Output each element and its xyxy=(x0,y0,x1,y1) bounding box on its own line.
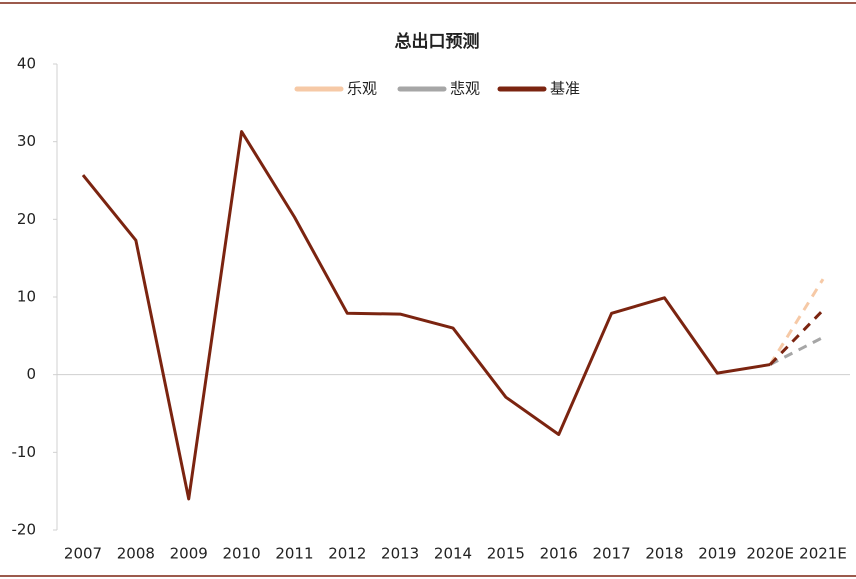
x-tick-label: 2010 xyxy=(222,545,260,563)
series-line xyxy=(81,130,771,501)
x-tick-label: 2021E xyxy=(799,545,847,563)
forecast-line xyxy=(769,336,824,366)
y-tick-label: 40 xyxy=(17,55,36,73)
y-tick-label: -20 xyxy=(12,521,37,539)
x-tick-label: 2017 xyxy=(592,545,630,563)
y-tick-label: 10 xyxy=(17,288,36,306)
x-tick-label: 2016 xyxy=(540,545,578,563)
y-tick-label: 30 xyxy=(17,132,36,150)
forecast-line xyxy=(769,309,825,366)
y-tick-label: 0 xyxy=(26,365,36,383)
x-tick-label: 2013 xyxy=(381,545,419,563)
chart-title: 总出口预测 xyxy=(395,31,480,52)
x-tick-label: 2020E xyxy=(746,545,794,563)
y-tick-label: -10 xyxy=(12,443,37,461)
x-tick-label: 2012 xyxy=(328,545,366,563)
legend-label: 悲观 xyxy=(450,80,480,98)
legend-label: 基准 xyxy=(550,80,580,98)
x-tick-label: 2018 xyxy=(645,545,683,563)
x-tick-label: 2014 xyxy=(434,545,472,563)
legend-label: 乐观 xyxy=(347,80,377,98)
x-tick-label: 2019 xyxy=(698,545,736,563)
x-tick-label: 2007 xyxy=(64,545,102,563)
x-tick-label: 2009 xyxy=(170,545,208,563)
y-tick-label: 20 xyxy=(17,210,36,228)
x-tick-label: 2008 xyxy=(117,545,155,563)
x-tick-label: 2011 xyxy=(275,545,313,563)
forecast-line xyxy=(768,278,825,366)
x-tick-label: 2015 xyxy=(487,545,525,563)
